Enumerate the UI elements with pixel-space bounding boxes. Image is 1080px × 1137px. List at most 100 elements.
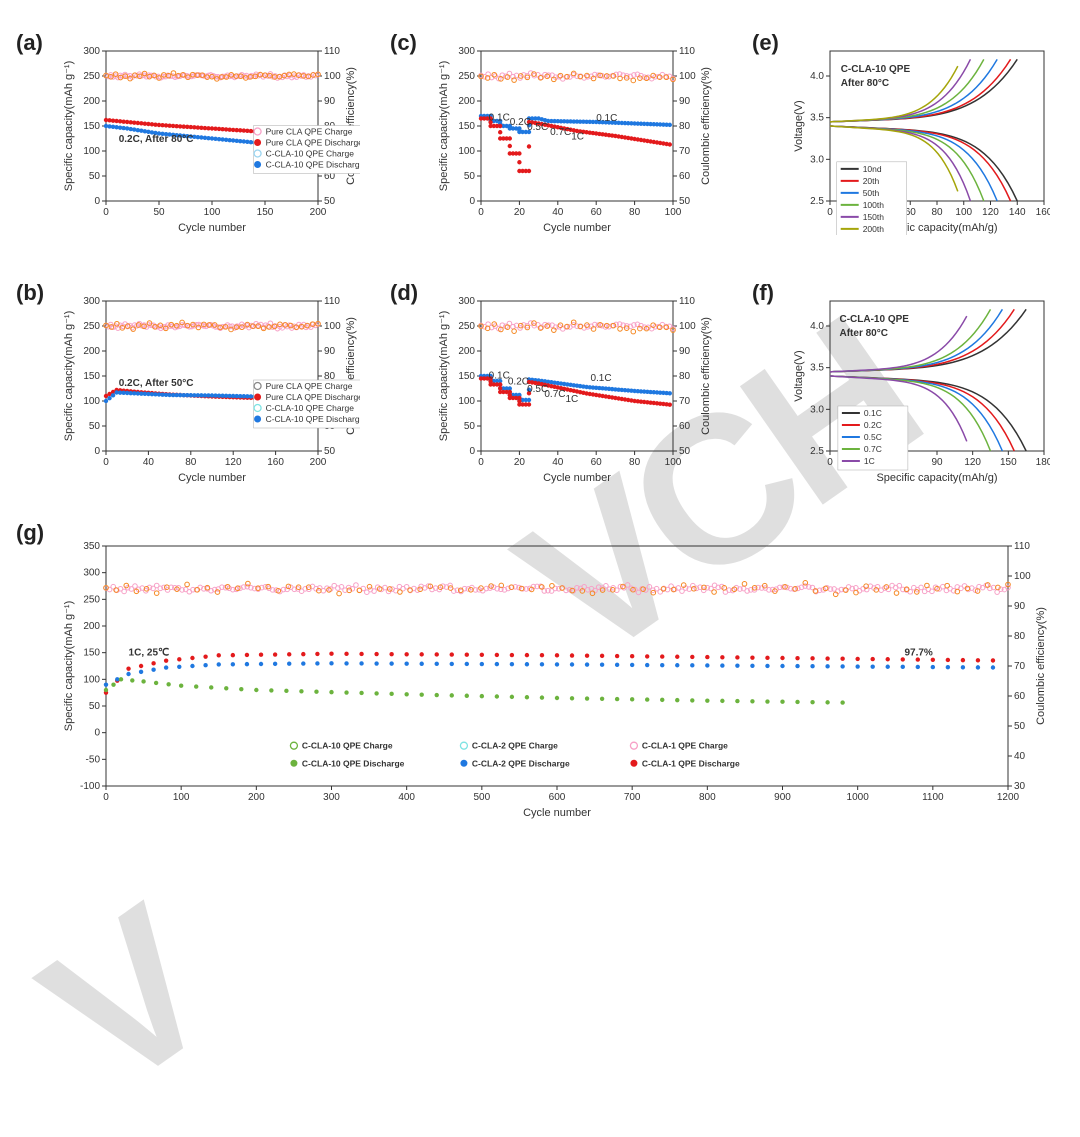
svg-text:0: 0	[469, 446, 475, 457]
panel-label-b: (b)	[16, 280, 44, 306]
svg-text:Voltage(V): Voltage(V)	[793, 350, 805, 401]
panel-label-f: (f)	[752, 280, 774, 306]
svg-text:110: 110	[324, 296, 340, 307]
svg-text:500: 500	[473, 792, 490, 803]
svg-text:4.0: 4.0	[810, 71, 824, 82]
panel-label-c: (c)	[390, 30, 417, 56]
svg-text:70: 70	[679, 146, 691, 157]
svg-text:0: 0	[478, 207, 484, 218]
svg-text:C-CLA-1 QPE Discharge: C-CLA-1 QPE Discharge	[642, 758, 740, 768]
svg-text:150: 150	[83, 121, 100, 132]
svg-text:0: 0	[103, 792, 109, 803]
svg-text:250: 250	[83, 321, 100, 332]
svg-text:0: 0	[478, 457, 484, 468]
svg-text:60: 60	[1014, 691, 1026, 702]
svg-text:90: 90	[679, 346, 691, 357]
svg-text:50: 50	[89, 171, 101, 182]
svg-text:C-CLA-2 QPE Discharge: C-CLA-2 QPE Discharge	[472, 758, 570, 768]
svg-text:0.7C: 0.7C	[864, 444, 882, 454]
svg-text:110: 110	[679, 296, 695, 307]
svg-text:4.0: 4.0	[810, 321, 824, 332]
svg-text:Coulombic efficiency(%): Coulombic efficiency(%)	[1035, 607, 1047, 725]
svg-text:After 80°C: After 80°C	[841, 78, 889, 89]
svg-text:97.7%: 97.7%	[904, 647, 932, 658]
svg-text:150: 150	[1000, 457, 1017, 468]
svg-text:Cycle number: Cycle number	[543, 222, 611, 234]
svg-text:200: 200	[310, 207, 327, 218]
svg-text:160: 160	[1036, 207, 1050, 218]
svg-text:Pure CLA QPE Discharge: Pure CLA QPE Discharge	[266, 138, 360, 148]
svg-text:Specific capacity(mAh/g): Specific capacity(mAh/g)	[876, 472, 997, 484]
svg-text:0: 0	[103, 457, 109, 468]
svg-text:200th: 200th	[863, 224, 885, 234]
svg-text:100: 100	[83, 396, 100, 407]
svg-text:10nd: 10nd	[863, 164, 882, 174]
svg-text:300: 300	[83, 568, 100, 579]
svg-text:60: 60	[679, 421, 691, 432]
svg-text:0.1C: 0.1C	[864, 408, 882, 418]
svg-text:Cycle number: Cycle number	[543, 472, 611, 484]
svg-text:Specific capacity(mAh g⁻¹): Specific capacity(mAh g⁻¹)	[438, 311, 450, 442]
svg-text:110: 110	[324, 46, 340, 57]
svg-text:40: 40	[552, 457, 564, 468]
svg-text:100: 100	[173, 792, 190, 803]
svg-text:80: 80	[185, 457, 197, 468]
svg-text:80: 80	[931, 207, 943, 218]
panel-d: 0204060801000501001502002503005060708090…	[435, 295, 715, 485]
svg-text:80: 80	[629, 457, 641, 468]
svg-text:900: 900	[774, 792, 791, 803]
svg-text:150: 150	[458, 121, 475, 132]
svg-text:60: 60	[591, 207, 603, 218]
svg-text:160: 160	[267, 457, 284, 468]
svg-text:150: 150	[257, 207, 274, 218]
svg-text:100: 100	[679, 321, 696, 332]
svg-text:100: 100	[955, 207, 972, 218]
svg-text:70: 70	[679, 396, 691, 407]
svg-text:300: 300	[83, 46, 100, 57]
svg-text:100: 100	[1014, 571, 1031, 582]
svg-text:100: 100	[204, 207, 221, 218]
svg-text:30: 30	[1014, 781, 1026, 792]
svg-text:90: 90	[324, 96, 336, 107]
svg-text:C-CLA-10 QPE Discharge: C-CLA-10 QPE Discharge	[266, 414, 360, 424]
svg-text:0.5C: 0.5C	[864, 432, 882, 442]
svg-text:200: 200	[83, 346, 100, 357]
svg-text:3.0: 3.0	[810, 404, 824, 415]
svg-text:0: 0	[827, 207, 833, 218]
panel-label-d: (d)	[390, 280, 418, 306]
svg-text:20: 20	[514, 207, 526, 218]
svg-text:100: 100	[83, 146, 100, 157]
panel-f: 03060901201501802.53.03.54.0Specific cap…	[790, 295, 1050, 485]
svg-text:0: 0	[103, 207, 109, 218]
svg-text:120: 120	[982, 207, 999, 218]
svg-text:250: 250	[83, 594, 100, 605]
svg-text:40: 40	[143, 457, 155, 468]
panel-e: 0204060801001201401602.53.03.54.0Specifi…	[790, 45, 1050, 235]
svg-text:180: 180	[1036, 457, 1050, 468]
svg-text:250: 250	[458, 321, 475, 332]
svg-text:100: 100	[458, 146, 475, 157]
svg-text:20th: 20th	[863, 176, 880, 186]
svg-text:0.1C: 0.1C	[590, 373, 611, 384]
svg-text:C-CLA-10 QPE Discharge: C-CLA-10 QPE Discharge	[302, 758, 405, 768]
svg-text:90: 90	[679, 96, 691, 107]
svg-text:Specific capacity(mAh g⁻¹): Specific capacity(mAh g⁻¹)	[63, 601, 75, 732]
svg-text:70: 70	[1014, 661, 1026, 672]
svg-text:150: 150	[458, 371, 475, 382]
svg-text:140: 140	[1009, 207, 1026, 218]
svg-text:Specific capacity(mAh g⁻¹): Specific capacity(mAh g⁻¹)	[63, 61, 75, 192]
svg-text:50th: 50th	[863, 188, 880, 198]
svg-text:80: 80	[679, 371, 691, 382]
svg-text:100: 100	[679, 71, 696, 82]
svg-text:250: 250	[83, 71, 100, 82]
svg-text:C-CLA-10 QPE: C-CLA-10 QPE	[841, 64, 911, 75]
svg-text:40: 40	[552, 207, 564, 218]
svg-text:80: 80	[1014, 631, 1026, 642]
svg-text:200: 200	[83, 621, 100, 632]
svg-text:50: 50	[464, 421, 476, 432]
svg-text:50: 50	[324, 196, 336, 207]
svg-text:Specific capacity(mAh g⁻¹): Specific capacity(mAh g⁻¹)	[438, 61, 450, 192]
svg-text:120: 120	[225, 457, 242, 468]
svg-text:3.5: 3.5	[810, 113, 824, 124]
svg-text:200: 200	[458, 346, 475, 357]
